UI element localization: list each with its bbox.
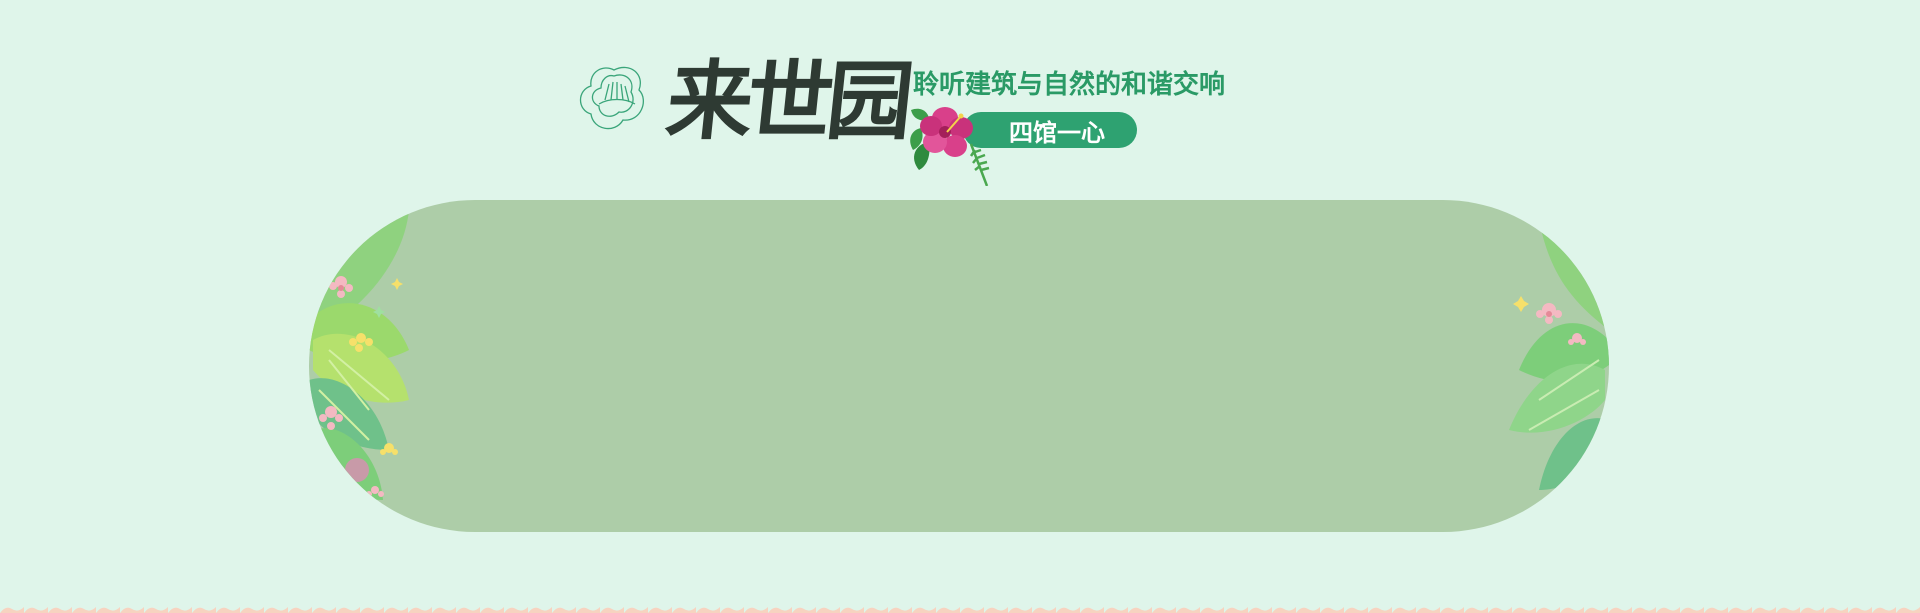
hibiscus-flower-icon (910, 107, 990, 186)
brand-title: 来世园 (661, 51, 913, 152)
header: 来世园 聆听建筑与自然的和谐交响 四馆一心 (575, 51, 1255, 192)
tag-pill: 四馆一心 (963, 112, 1137, 148)
slogan: 聆听建筑与自然的和谐交响 (913, 70, 1226, 100)
tropical-leaves-right-decor (1509, 220, 1609, 490)
decorative-wave-border (0, 605, 1920, 613)
tropical-leaves-left-decor (309, 210, 409, 500)
hero-banner (309, 200, 1609, 532)
lotus-outline-icon (579, 66, 644, 130)
